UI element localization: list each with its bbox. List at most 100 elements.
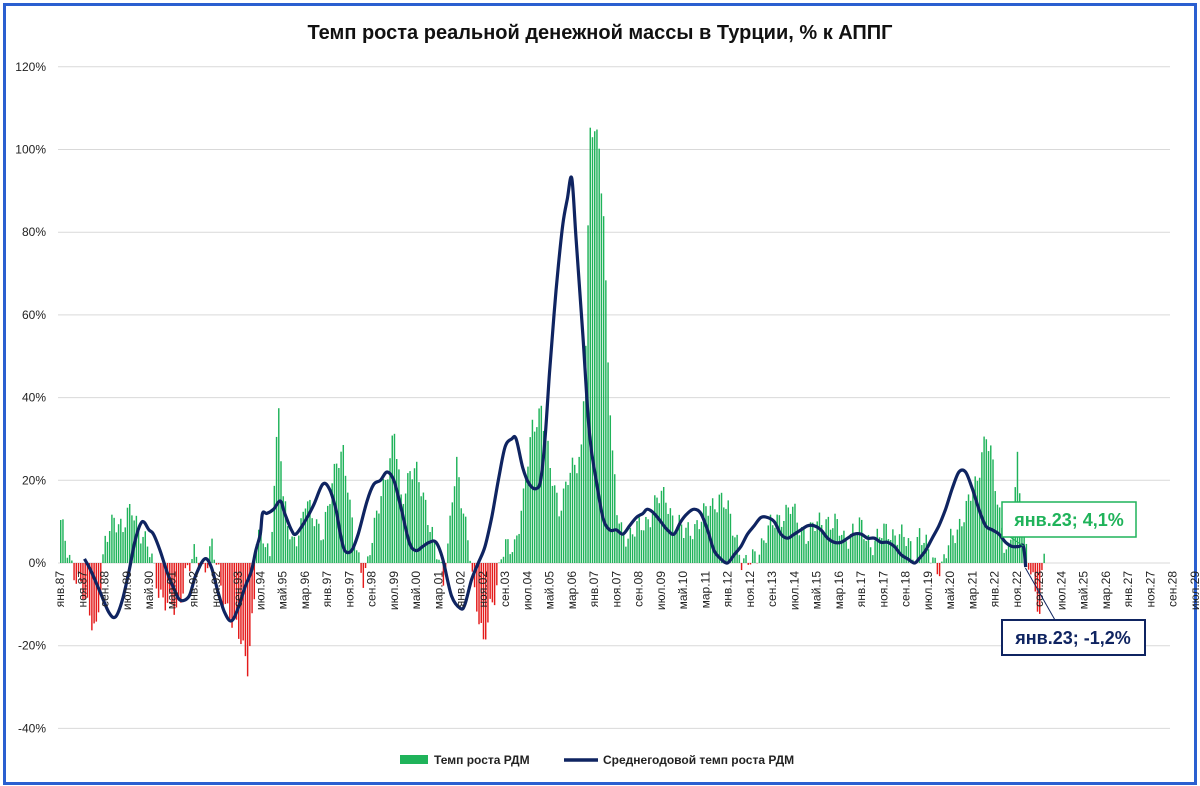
bar [137, 528, 140, 563]
bar [740, 563, 743, 571]
bar [117, 524, 120, 563]
x-tick-label: мар.06 [565, 571, 579, 610]
bar [293, 536, 296, 563]
bar [562, 488, 565, 563]
bar [716, 512, 718, 563]
x-tick-label: май.15 [810, 571, 824, 610]
bar [972, 492, 974, 563]
x-tick-label: мар.26 [1099, 571, 1113, 610]
bar [918, 528, 921, 563]
bar [458, 477, 460, 563]
bar [160, 563, 162, 590]
y-tick-label: 0% [29, 556, 47, 570]
bar [186, 563, 189, 566]
bar [723, 507, 725, 563]
bar [300, 518, 302, 563]
line-path [83, 175, 1028, 623]
x-tick-label: ноя.07 [609, 571, 623, 608]
bar [863, 539, 865, 563]
x-tick-label: сен.13 [765, 571, 779, 607]
bar [776, 514, 778, 563]
bar [302, 511, 304, 563]
bar [872, 555, 874, 563]
bar [720, 492, 723, 563]
bar [1005, 549, 1008, 563]
bar [235, 563, 238, 620]
bar [251, 563, 253, 614]
bar [340, 451, 342, 563]
bar [763, 540, 765, 563]
bar [963, 522, 965, 563]
bar [618, 523, 620, 563]
bar [952, 535, 954, 563]
x-tick-label: янв.22 [988, 571, 1002, 608]
bar [589, 127, 591, 563]
bar [66, 557, 69, 563]
bar [82, 563, 84, 600]
x-tick-label: май.10 [676, 571, 690, 610]
bar [284, 501, 287, 563]
bar [905, 546, 907, 563]
bar [660, 490, 663, 563]
bar [520, 510, 523, 563]
x-tick-label: сен.28 [1166, 571, 1180, 607]
bar [226, 563, 229, 604]
bar [128, 504, 131, 563]
bar [861, 519, 863, 563]
bar [812, 522, 814, 563]
bar [760, 538, 763, 563]
bar [438, 559, 440, 563]
bar [1030, 563, 1032, 575]
bar [634, 536, 636, 563]
bar [278, 408, 280, 563]
bar [798, 535, 801, 563]
bar [391, 435, 393, 563]
bar [480, 563, 482, 623]
bar [222, 563, 224, 606]
legend-line-label: Среднегодовой темп роста РДМ [603, 753, 794, 767]
bar [331, 483, 333, 563]
bar [333, 463, 336, 563]
bar [694, 524, 696, 563]
bar [298, 535, 300, 563]
bar [493, 563, 496, 606]
bar [393, 433, 396, 563]
x-tick-label: июл.29 [1188, 571, 1200, 610]
bar [560, 510, 563, 563]
x-tick-label: янв.12 [721, 571, 735, 608]
bar [614, 474, 616, 563]
bar [1043, 553, 1045, 563]
bar [1023, 525, 1025, 563]
bar [787, 507, 790, 563]
bar [747, 563, 749, 565]
bar [934, 557, 936, 563]
bar [527, 466, 529, 563]
bar [896, 544, 899, 563]
bar [936, 563, 939, 575]
x-tick-label: май.90 [142, 571, 156, 610]
x-tick-label: ноя.22 [1010, 571, 1024, 608]
x-tick-label: июл.04 [520, 571, 534, 610]
bar [938, 563, 941, 577]
bar [202, 563, 204, 564]
bar [576, 473, 578, 563]
legend: Темп роста РДМ Среднегодовой темп роста … [400, 753, 794, 767]
bar [456, 456, 458, 563]
bar [843, 530, 845, 563]
callout-leader [1024, 567, 1056, 621]
bar [162, 563, 164, 598]
bar [224, 563, 227, 605]
bar [431, 526, 434, 563]
bar [927, 549, 930, 563]
bar [420, 496, 422, 563]
bar [533, 431, 536, 563]
bar [658, 503, 660, 563]
bar [291, 536, 293, 563]
bar [433, 540, 436, 563]
bar [765, 542, 767, 563]
bar [318, 523, 320, 563]
bar [253, 563, 256, 600]
bar [327, 505, 329, 563]
bar [453, 486, 456, 563]
bar [941, 561, 943, 563]
